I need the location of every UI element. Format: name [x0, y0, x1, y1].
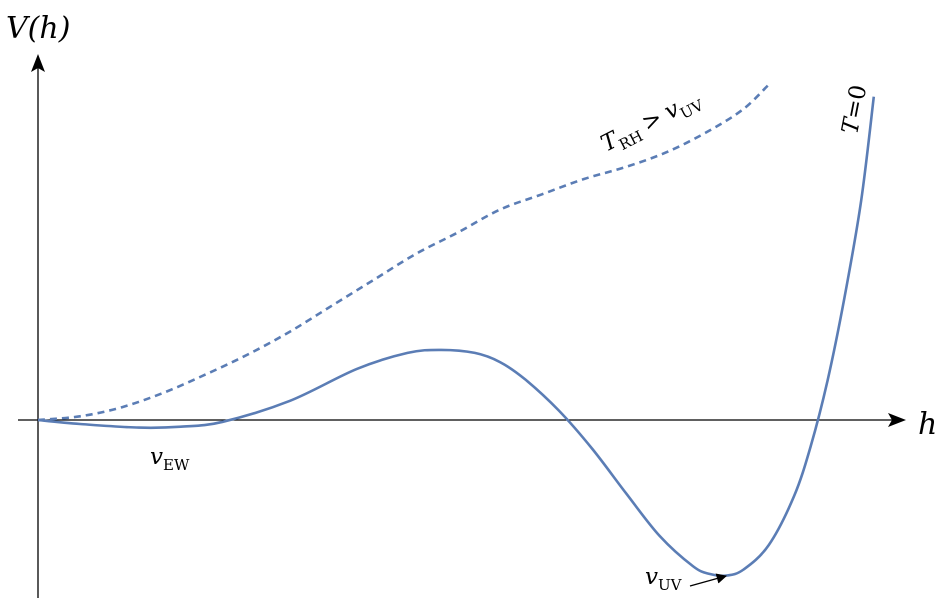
y-axis-arrow-icon	[31, 54, 45, 72]
annotation-v-uv: vUV	[645, 564, 683, 594]
series-line-t0	[37, 96, 876, 578]
series-label-trh: TRH>vUV	[597, 85, 707, 161]
annotation-v-uv-arrow	[689, 573, 728, 587]
x-axis-arrow-icon	[888, 413, 906, 427]
x-axis-label: h	[918, 407, 937, 442]
y-axis-label: V(h)	[6, 11, 70, 46]
annotation-v-ew: vEW	[150, 444, 190, 474]
series-label-t0: T=0	[837, 83, 872, 136]
series-line-trh	[37, 83, 770, 422]
